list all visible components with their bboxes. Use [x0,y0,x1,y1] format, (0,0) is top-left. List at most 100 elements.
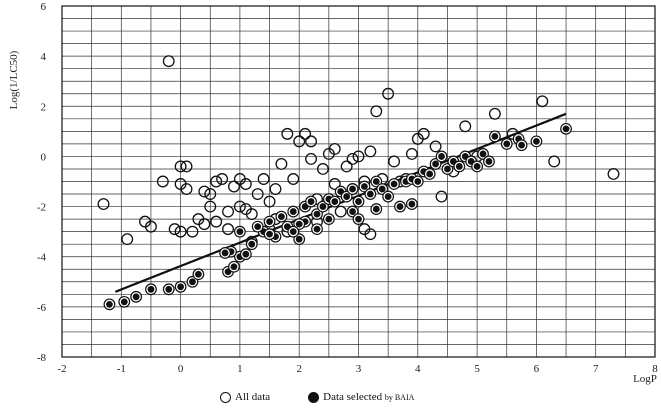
all-data-point [162,55,175,68]
y-axis-title: Log(1/LC50) [8,50,20,109]
open-circle-icon [220,391,231,403]
selected-data-point [455,163,463,170]
selected-data-point [221,249,229,257]
selected-data-point [355,198,362,205]
all-data-point [293,135,306,148]
legend-label-all-data: All data [235,391,271,403]
all-data-point [405,147,418,160]
all-data-point [607,168,620,180]
selected-data-point [295,220,303,228]
x-tick-labels: -2 -1 0 1 2 3 4 5 6 7 8 [57,363,658,375]
selected-data-point [343,193,351,200]
all-data-point [459,120,472,133]
selected-data-point [355,215,362,223]
selected-data-point [372,205,380,213]
all-data-point [269,183,282,195]
all-data-point [210,175,223,188]
y-tick-label: 2 [41,101,47,113]
legend-label-selected-suffix: by BAIA [384,392,415,402]
selected-data-point [254,223,262,231]
legend: All data Data selected by BAIA [220,391,452,403]
plot-border [61,5,656,358]
all-data-point [305,135,318,148]
all-data-point [144,220,157,233]
all-data-point [388,155,401,168]
selected-data-point [266,218,273,226]
selected-data-point [438,153,445,160]
selected-data-point [414,178,422,185]
legend-item-all-data: All data [220,391,270,403]
all-data-point [228,180,240,193]
y-tick-label: -2 [37,202,46,214]
x-tick-label: 2 [296,363,302,375]
selected-data-point [503,140,511,148]
selected-data-point [331,198,339,205]
all-data-point [222,205,234,218]
x-tick-label: 6 [534,363,540,375]
all-data-point [340,160,353,173]
x-tick-label: 8 [652,363,658,375]
selected-data-point [307,198,315,205]
all-data-point [364,145,377,158]
all-data-point [316,163,329,175]
selected-data-point [248,240,256,248]
selected-data-point [444,165,451,173]
all-data-point [180,183,193,195]
x-axis-title: LogP [633,373,657,385]
all-data-point [287,173,300,185]
selected-data-point [432,160,439,168]
selected-data-point [349,185,356,193]
all-data-point [435,190,448,203]
all-data-point [156,175,169,188]
selected-data-point [177,283,185,291]
selected-data-point [295,235,303,243]
plot-frame [61,5,656,358]
x-tick-label: 7 [593,363,599,375]
y-tick-label: 6 [41,1,47,13]
all-data-point [275,157,288,170]
selected-data-point [366,190,374,198]
selected-data-point [378,185,386,193]
y-tick-label: -6 [37,302,47,314]
y-tick-label: 4 [41,51,47,63]
selected-data-point [230,263,238,271]
filled-circle-icon [308,391,320,403]
selected-data-point [491,132,499,140]
x-tick-label: -1 [117,363,126,375]
regression-line-group [114,112,567,293]
all-data-point [346,152,359,165]
selected-data-point [473,163,481,170]
all-data-point [548,155,561,168]
x-tick-label: 0 [178,363,184,375]
y-tick-labels: 6 4 2 0 -2 -4 -6 -8 [37,1,47,364]
all-data-point [198,185,211,198]
all-data-point [536,95,549,108]
selected-data-point [372,178,380,185]
selected-data-point [313,225,321,233]
all-data-point [121,233,134,246]
all-data-point [251,188,264,200]
all-data-point [263,195,276,208]
all-data-point [352,150,365,163]
all-data-point [429,140,442,153]
all-data-point [334,205,347,218]
selected-data-point [313,210,321,218]
x-tick-label: 5 [474,363,480,375]
all-data-point [328,142,341,155]
selected-data-point [289,228,297,236]
all-data-point [305,152,318,165]
selected-data-point [165,285,173,293]
all-data-point [417,127,430,140]
y-tick-label: -8 [37,352,47,364]
selected-data-point [242,250,250,258]
legend-item-selected-data: Data selected by BAIA [308,391,414,403]
selected-data-point [533,137,540,145]
selected-data-point [396,203,404,210]
all-data-point [210,215,223,228]
all-data-point [204,188,217,200]
all-data-point [299,127,312,140]
selected-data-point [189,278,196,286]
selected-data-point [236,228,244,236]
selected-data-point [106,300,113,308]
